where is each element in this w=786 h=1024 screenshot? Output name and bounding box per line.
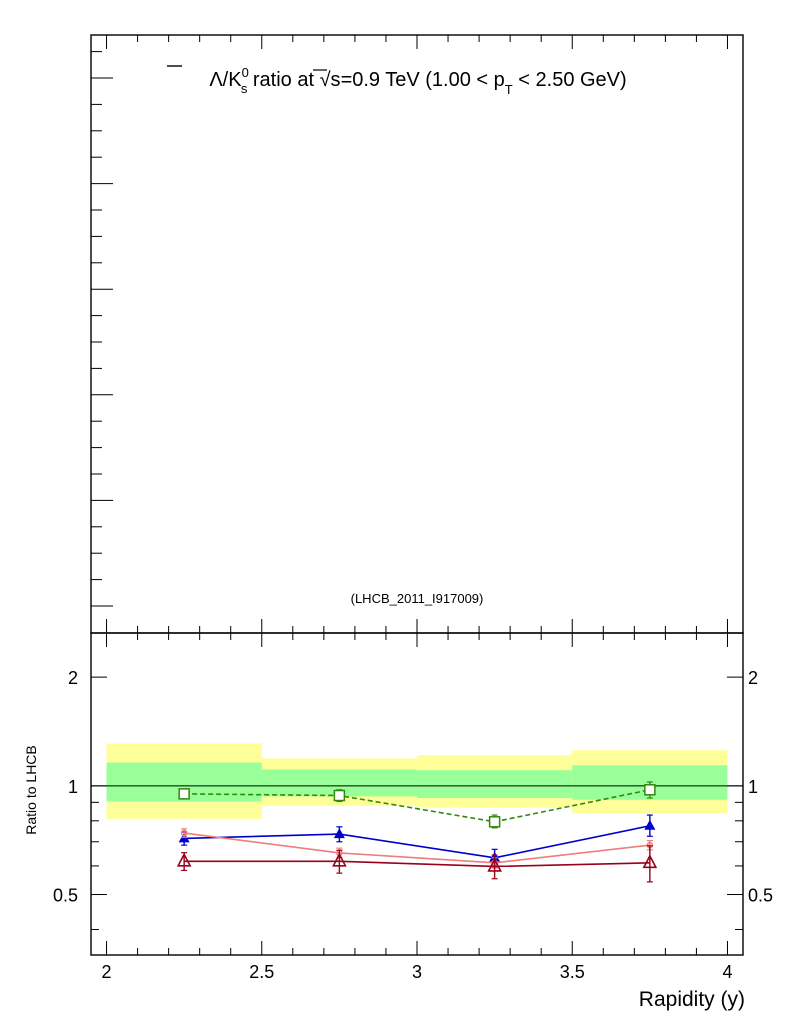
series-2-point-0 — [180, 829, 188, 837]
series-3-point-3 — [642, 854, 658, 869]
title-ratio-at: ratio at — [247, 69, 319, 91]
series-0-point-0 — [178, 788, 190, 800]
ratio-panel-ticks — [91, 633, 743, 955]
y-tick-label-right-0: 0.5 — [748, 886, 773, 906]
upper-title: Λ/K0 s ratio at √s=0.9 TeV (1.00 < pT < 2… — [209, 65, 626, 97]
title-slash-k: /K — [223, 69, 243, 91]
x-tick-label-3: 3.5 — [560, 962, 585, 982]
series-0-point-1 — [333, 789, 346, 802]
y-tick-label-right-1: 1 — [748, 777, 758, 797]
analysis-label: (LHCB_2011_I917009) — [351, 591, 484, 606]
series-3-point-2 — [487, 857, 502, 872]
upper-frame — [90, 34, 744, 634]
series-0-point-3 — [644, 784, 656, 796]
y-tick-label-left-2: 2 — [68, 668, 78, 688]
series-2 — [180, 828, 654, 869]
y-tick-label-left-1: 1 — [68, 777, 78, 797]
x-tick-label-4: 4 — [722, 962, 732, 982]
title-k-sub: s — [241, 81, 248, 96]
ratio-series — [176, 781, 658, 883]
upper-panel: Λ/K0 s ratio at √s=0.9 TeV (1.00 < pT < 2… — [90, 34, 744, 634]
series-2-line — [184, 832, 650, 864]
x-tick-label-2: 3 — [412, 962, 422, 982]
series-1-point-3 — [644, 819, 656, 830]
series-0-point-2 — [488, 816, 501, 828]
series-1-point-1 — [333, 828, 345, 839]
title-lambda: Λ — [209, 69, 223, 91]
series-3 — [176, 845, 658, 883]
x-tick-label-1: 2.5 — [249, 962, 274, 982]
ratio-panel: 2 2.5 3 3.5 4 0.5 0.5 1 1 2 2 Rapidity (y) Ratio t… — [23, 632, 773, 1011]
x-tick-label-0: 2 — [102, 962, 112, 982]
y-tick-label-right-2: 2 — [748, 668, 758, 688]
series-3-point-0 — [176, 852, 192, 867]
tick-labels: 2 2.5 3 3.5 4 0.5 0.5 1 1 2 2 — [53, 668, 773, 982]
upper-panel-ticks — [91, 35, 728, 633]
y-tick-label-left-0: 0.5 — [53, 886, 78, 906]
series-3-line — [184, 860, 650, 868]
series-3-point-1 — [332, 852, 347, 867]
series-0-line — [184, 789, 651, 823]
series-1-line — [184, 825, 651, 859]
title-pt-range: < 2.50 GeV) — [513, 69, 627, 91]
reference-bands — [106, 743, 728, 819]
title-pt-sub: T — [505, 82, 513, 97]
title-sqrt: √s — [320, 69, 341, 91]
title-k-sup: 0 — [242, 65, 249, 80]
series-0 — [178, 781, 656, 829]
inner-band-2 — [417, 770, 573, 799]
x-axis-label: Rapidity (y) — [639, 988, 745, 1011]
y-axis-label: Ratio to LHCB — [23, 745, 39, 834]
title-energy: =0.9 TeV (1.00 < p — [341, 69, 505, 91]
